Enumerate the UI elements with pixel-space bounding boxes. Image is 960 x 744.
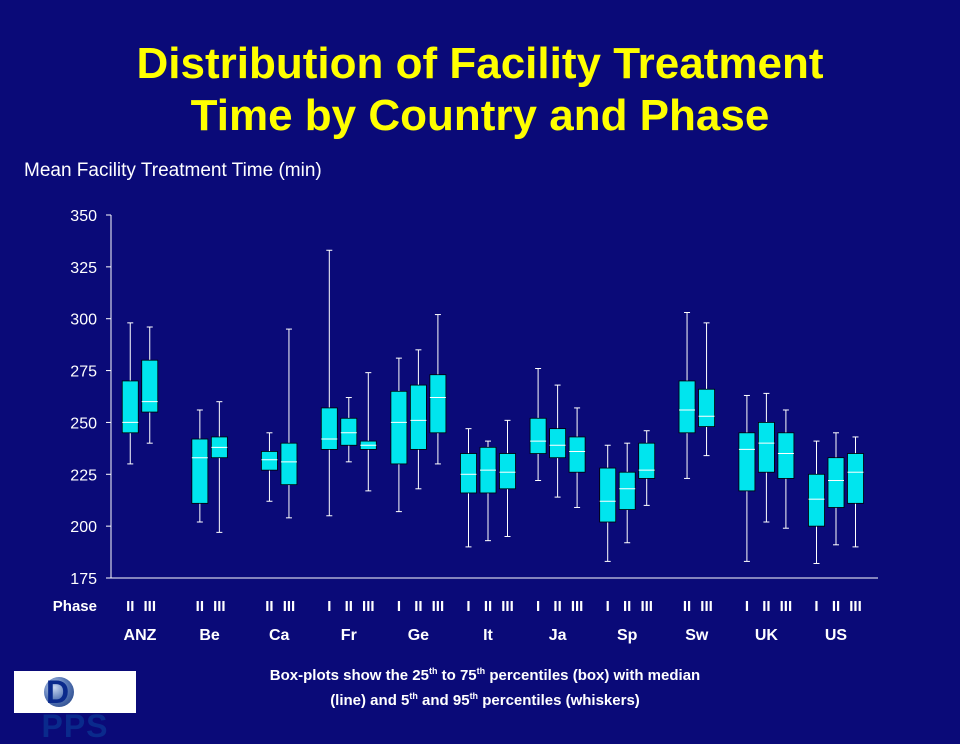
box — [698, 388, 715, 427]
phase-tick-label: I — [466, 598, 470, 615]
box — [340, 417, 358, 446]
phase-tick-label: II — [762, 598, 770, 615]
box — [261, 451, 278, 471]
phase-tick-label: III — [501, 598, 514, 615]
box — [529, 417, 547, 454]
chart-title-line2: Time by Country and Phase — [190, 91, 770, 140]
phase-tick-label: II — [265, 598, 273, 615]
box — [808, 473, 825, 527]
phase-tick-label: I — [814, 598, 818, 615]
box — [847, 453, 864, 504]
phase-tick-label: I — [327, 598, 331, 615]
phase-label: Phase — [53, 598, 97, 615]
box — [549, 428, 566, 459]
phase-tick-label: II — [126, 598, 134, 615]
phase-tick-label: III — [432, 598, 445, 615]
phase-tick-label: I — [745, 598, 749, 615]
box — [409, 384, 427, 450]
phase-tick-label: II — [623, 598, 631, 615]
box — [678, 380, 696, 434]
phase-tick-label: III — [780, 598, 793, 615]
box — [191, 438, 209, 504]
phase-tick-label: II — [832, 598, 840, 615]
caption-line2: (line) and 5th and 95th percentiles (whi… — [330, 691, 640, 709]
box — [121, 380, 139, 434]
dopps-logo: DPPS — [14, 671, 136, 743]
y-tick-label: 250 — [70, 415, 97, 432]
group-label: Sw — [685, 627, 709, 644]
box — [499, 453, 516, 490]
phase-tick-label: I — [606, 598, 610, 615]
box — [777, 432, 795, 479]
y-tick-label: 225 — [70, 467, 97, 484]
phase-tick-label: III — [362, 598, 375, 615]
group-label: ANZ — [124, 627, 157, 644]
group-label: It — [483, 627, 493, 644]
phase-tick-label: I — [397, 598, 401, 615]
phase-tick-label: II — [683, 598, 691, 615]
phase-tick-label: III — [571, 598, 584, 615]
dopps-logo-text: DPPS — [41, 674, 109, 744]
phase-tick-label: III — [640, 598, 653, 615]
box — [141, 359, 159, 413]
box — [738, 432, 756, 492]
group-label: Ge — [408, 627, 429, 644]
group-label: US — [825, 627, 848, 644]
globe-icon — [44, 677, 74, 707]
box — [429, 374, 447, 434]
phase-tick-label: III — [283, 598, 296, 615]
caption-line1: Box-plots show the 25th to 75th percenti… — [269, 666, 701, 684]
phase-tick-label: III — [849, 598, 862, 615]
phase-tick-label: III — [143, 598, 156, 615]
box — [460, 453, 477, 494]
phase-tick-label: II — [553, 598, 561, 615]
y-tick-label: 325 — [70, 260, 97, 277]
phase-tick-label: II — [414, 598, 422, 615]
box — [618, 471, 636, 510]
group-label: Sp — [617, 627, 638, 644]
y-tick-label: 275 — [70, 364, 97, 381]
y-tick-label: 200 — [70, 519, 97, 536]
box — [827, 457, 845, 508]
group-label: UK — [755, 627, 779, 644]
y-tick-label: 350 — [70, 208, 97, 225]
box — [638, 442, 656, 479]
phase-tick-label: II — [196, 598, 204, 615]
chart-title: Distribution of Facility Treatment Time … — [0, 38, 960, 142]
box — [280, 442, 298, 486]
chart-caption: Box-plots show the 25th to 75th percenti… — [175, 661, 795, 711]
group-label: Fr — [341, 627, 357, 644]
box — [568, 436, 586, 473]
phase-tick-label: II — [484, 598, 492, 615]
y-tick-label: 175 — [70, 571, 97, 588]
phase-tick-label: I — [536, 598, 540, 615]
phase-tick-label: III — [700, 598, 713, 615]
group-label: Ja — [549, 627, 567, 644]
phase-tick-label: II — [345, 598, 353, 615]
group-label: Ca — [269, 627, 290, 644]
box — [390, 390, 408, 465]
y-tick-label: 300 — [70, 312, 97, 329]
box — [320, 407, 338, 450]
group-label: Be — [199, 627, 220, 644]
y-axis-label: Mean Facility Treatment Time (min) — [24, 160, 322, 181]
chart-title-line1: Distribution of Facility Treatment — [136, 39, 824, 88]
box — [758, 422, 775, 473]
phase-tick-label: III — [213, 598, 226, 615]
box — [599, 467, 617, 523]
